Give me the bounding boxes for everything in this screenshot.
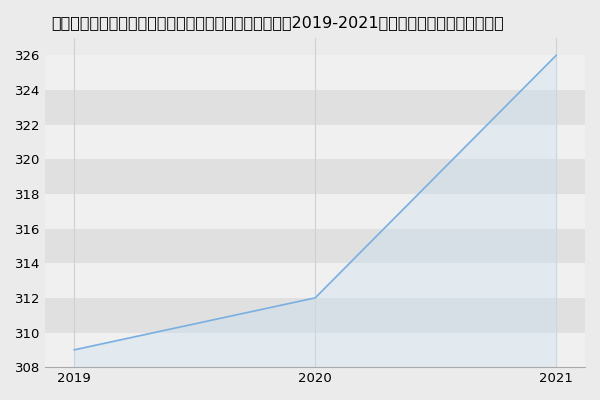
Bar	[46, 298, 585, 332]
Bar	[46, 332, 585, 367]
Bar	[46, 125, 585, 159]
Bar	[46, 229, 585, 263]
Text: 郑州大学土木工程学院供热、供燃气、通风及空调工程（2019-2021历年复试）研究生录取分数线: 郑州大学土木工程学院供热、供燃气、通风及空调工程（2019-2021历年复试）研…	[51, 15, 503, 30]
Bar	[46, 56, 585, 90]
Bar	[46, 159, 585, 194]
Bar	[46, 263, 585, 298]
Bar	[46, 194, 585, 229]
Bar	[46, 90, 585, 125]
